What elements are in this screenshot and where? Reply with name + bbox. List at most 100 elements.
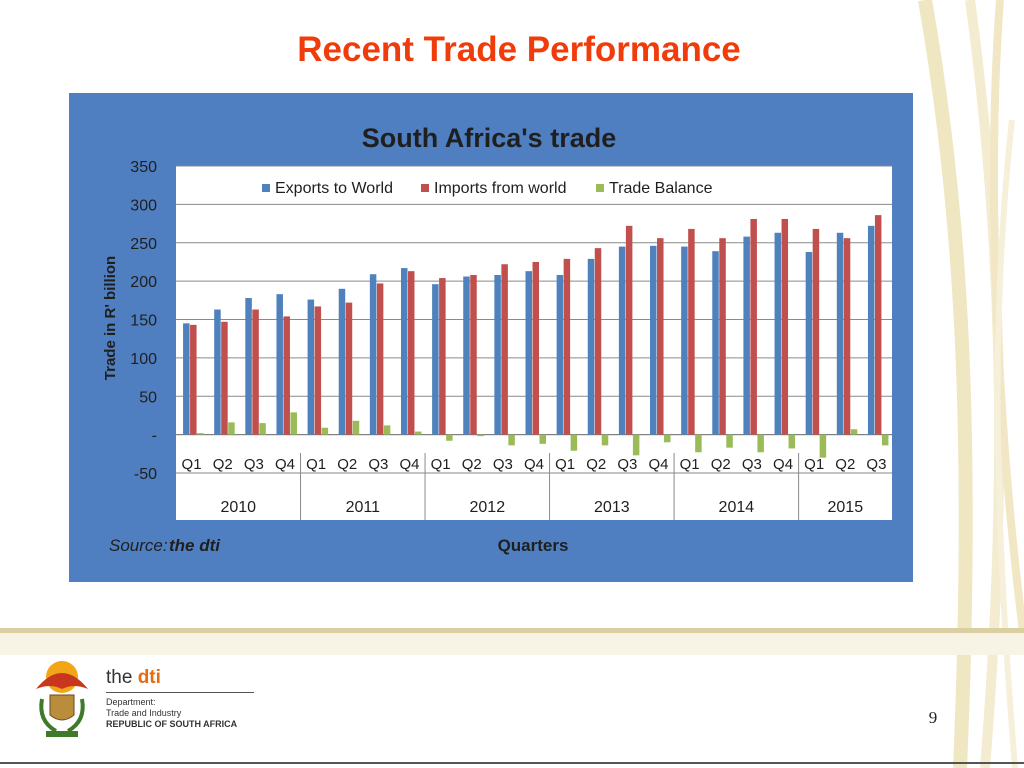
bar-imports-from-world: [532, 261, 539, 435]
y-tick-label: 250: [130, 236, 157, 253]
chart-panel: South Africa's trade -50-50 100 150 200 250 3…: [69, 93, 913, 582]
bar-exports-to-world: [400, 268, 408, 435]
bar-imports-from-world: [439, 278, 446, 435]
decorative-curve: [994, 119, 1018, 768]
bar-exports-to-world: [712, 251, 719, 435]
legend-label: Trade Balance: [609, 180, 713, 197]
year-label: 2015: [828, 499, 864, 516]
bar-trade-balance: [850, 429, 858, 435]
dti-wordmark-name: dti: [137, 667, 161, 688]
dti-wordmark-prefix: the: [106, 667, 138, 688]
year-labels: 2010 2011 2012 2013 2014 2015: [176, 453, 892, 520]
category-label: Q3: [617, 456, 637, 473]
category-labels: Q1 Q2 Q3 Q4 Q1 Q2 Q3 Q4 Q1 Q2 Q3 Q4 Q1 Q2 Q3 Q4 Q1 Q2 Q3 Q4…: [182, 456, 887, 473]
bar-trade-balance: [881, 434, 889, 446]
year-label: 2010: [220, 499, 256, 516]
slide-title: Recent Trade Performance: [297, 30, 741, 69]
category-label: Q2: [337, 456, 357, 473]
legend-swatch: [421, 184, 429, 192]
category-label: Q4: [773, 456, 793, 473]
bar-trade-balance: [570, 434, 578, 451]
year-label: 2014: [719, 499, 755, 516]
bar-exports-to-world: [307, 299, 315, 435]
bar-trade-balance: [352, 420, 360, 435]
y-tick-label: 100: [130, 351, 157, 368]
bar-exports-to-world: [432, 284, 439, 435]
bar-imports-from-world: [874, 215, 882, 435]
category-label: Q4: [649, 456, 669, 473]
dti-department-name: Trade and Industry: [106, 708, 182, 718]
bar-exports-to-world: [618, 246, 626, 435]
bar-imports-from-world: [688, 228, 695, 435]
bar-exports-to-world: [681, 246, 688, 435]
bar-trade-balance: [695, 434, 702, 453]
bar-imports-from-world: [314, 306, 322, 435]
bar-trade-balance: [321, 427, 329, 435]
bar-exports-to-world: [556, 274, 564, 435]
bar-trade-balance: [632, 434, 640, 456]
legend: Exports to World Imports from world Trade …: [262, 180, 713, 197]
bar-exports-to-world: [183, 323, 190, 435]
bar-exports-to-world: [494, 274, 501, 435]
bar-exports-to-world: [774, 232, 782, 435]
category-label: Q1: [680, 456, 700, 473]
y-tick-label: -: [152, 428, 157, 445]
bar-imports-from-world: [252, 309, 259, 435]
source-label: Source:: [109, 536, 168, 555]
dti-brand-block: the dti Department: Trade and Industry R…: [106, 667, 256, 730]
bar-imports-from-world: [221, 321, 228, 435]
x-axis-label: Quarters: [498, 536, 569, 555]
y-axis-label: Trade in R' billion: [102, 256, 119, 380]
category-label: Q1: [431, 456, 451, 473]
logo-wings: [36, 673, 88, 689]
y-tick-label: 50: [139, 389, 157, 406]
category-label: Q2: [213, 456, 233, 473]
legend-swatch: [262, 184, 270, 192]
legend-label: Exports to World: [275, 180, 393, 197]
year-label: 2013: [594, 499, 630, 516]
bar-exports-to-world: [587, 258, 595, 435]
bar-imports-from-world: [501, 264, 508, 435]
year-label: 2012: [470, 499, 506, 516]
y-tick-label: 350: [130, 159, 157, 176]
bar-imports-from-world: [594, 248, 602, 435]
footer-band-light: [0, 633, 1024, 655]
bar-trade-balance: [819, 434, 827, 458]
logo-tusks: [39, 698, 85, 733]
bar-trade-balance: [477, 434, 484, 437]
category-label: Q3: [244, 456, 264, 473]
coat-of-arms-logo: [36, 661, 88, 737]
y-tick-label: 300: [130, 197, 157, 214]
year-label: 2011: [346, 499, 381, 516]
bar-imports-from-world: [376, 283, 384, 435]
chart-title: South Africa's trade: [362, 123, 616, 153]
bar-exports-to-world: [369, 274, 377, 435]
bar-imports-from-world: [470, 274, 477, 435]
bar-trade-balance: [726, 434, 733, 448]
category-label: Q4: [399, 456, 419, 473]
y-tick-label: 200: [130, 274, 157, 291]
bar-trade-balance: [383, 425, 391, 435]
bar-exports-to-world: [743, 236, 750, 435]
bar-imports-from-world: [407, 271, 415, 435]
category-label: Q3: [866, 456, 886, 473]
category-label: Q3: [742, 456, 762, 473]
bar-exports-to-world: [525, 271, 532, 435]
bar-trade-balance: [664, 434, 671, 443]
bar-imports-from-world: [625, 225, 633, 435]
bar-imports-from-world: [750, 218, 757, 435]
bar-imports-from-world: [781, 218, 789, 435]
y-tick-label: 150: [130, 313, 157, 330]
bar-trade-balance: [539, 434, 546, 444]
bar-trade-balance: [508, 434, 515, 446]
dti-department-label: Department:: [106, 697, 156, 707]
bar-imports-from-world: [563, 258, 571, 435]
category-label: Q3: [493, 456, 513, 473]
year-band: [176, 473, 892, 520]
bar-trade-balance: [228, 422, 235, 435]
bar-exports-to-world: [805, 251, 813, 435]
bar-imports-from-world: [843, 238, 851, 435]
decorative-curve: [918, 0, 973, 768]
bar-trade-balance: [446, 434, 453, 441]
logo-base: [46, 731, 78, 737]
